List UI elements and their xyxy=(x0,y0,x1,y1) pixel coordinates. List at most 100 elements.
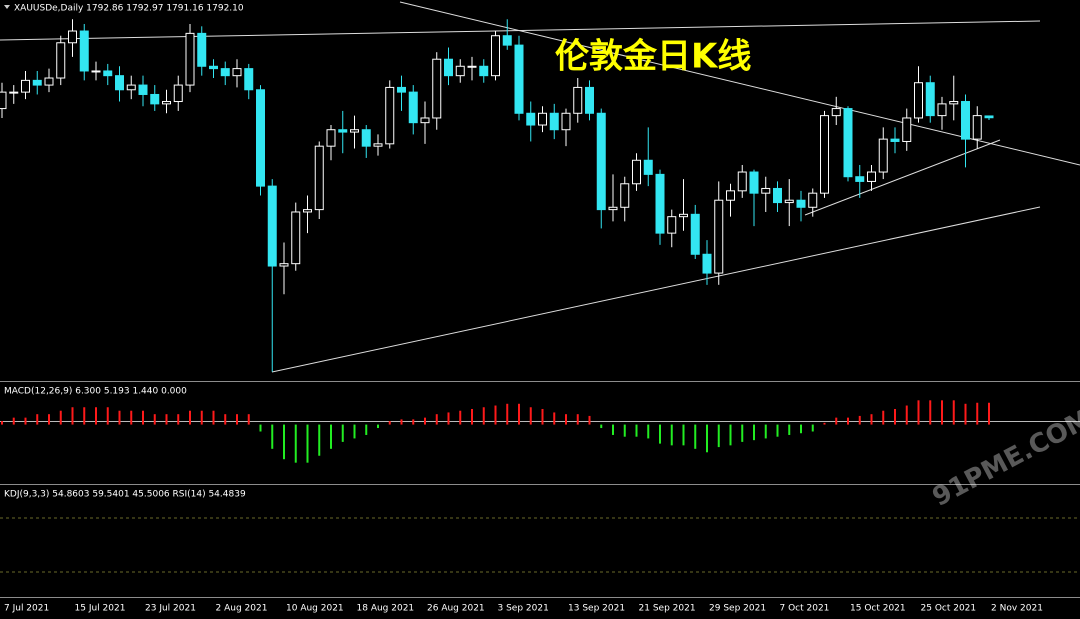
candle-body xyxy=(784,199,794,204)
candle-body xyxy=(32,79,42,86)
candle-body xyxy=(914,82,923,119)
candle-body xyxy=(561,112,571,131)
candle-body xyxy=(773,187,782,204)
candle-body xyxy=(972,115,982,140)
candle-body xyxy=(526,112,536,126)
candle-body xyxy=(702,253,712,274)
candle-body xyxy=(855,176,865,182)
x-tick-label: 15 Jul 2021 xyxy=(75,604,126,614)
candle-body xyxy=(9,91,19,94)
candle-body xyxy=(749,171,759,194)
x-tick-label: 25 Oct 2021 xyxy=(921,604,977,614)
candle-body xyxy=(361,129,371,147)
candle-body xyxy=(796,199,806,208)
candle-body xyxy=(961,101,970,140)
candle-body xyxy=(455,65,465,77)
x-tick-label: 18 Aug 2021 xyxy=(357,604,415,614)
candle-body xyxy=(150,93,160,105)
candle-body xyxy=(925,82,935,117)
candle-body xyxy=(737,171,747,192)
candle-body xyxy=(173,84,183,103)
x-tick-label: 3 Sep 2021 xyxy=(498,604,549,614)
candle-body xyxy=(0,91,7,110)
candle-body xyxy=(91,70,101,73)
x-tick-label: 23 Jul 2021 xyxy=(145,604,196,614)
pane-borders xyxy=(0,381,1080,598)
candle-body xyxy=(878,138,888,173)
kdj-header: KDJ(9,3,3) 54.8603 59.5401 45.5006 RSI(1… xyxy=(4,490,246,500)
candle-body xyxy=(420,117,430,124)
candle-body xyxy=(256,89,265,187)
symbol-header: XAUUSDe,Daily 1792.86 1792.97 1791.16 17… xyxy=(14,4,244,14)
candle-body xyxy=(984,115,994,119)
x-tick-label: 7 Jul 2021 xyxy=(4,604,49,614)
x-tick-label: 13 Sep 2021 xyxy=(568,604,625,614)
candle-body xyxy=(902,117,912,142)
x-tick-label: 2 Nov 2021 xyxy=(991,604,1043,614)
candle-body xyxy=(608,206,618,211)
candle-body xyxy=(949,101,959,105)
candle-body xyxy=(831,108,841,117)
candle-body xyxy=(432,58,442,119)
candle-body xyxy=(267,185,277,267)
x-tick-label: 26 Aug 2021 xyxy=(427,604,485,614)
candle-body xyxy=(820,115,829,194)
candle-body xyxy=(479,65,489,77)
x-tick-label: 21 Sep 2021 xyxy=(639,604,696,614)
candle-body xyxy=(209,65,218,70)
candle-body xyxy=(655,173,665,234)
candle-body xyxy=(79,30,89,72)
macd-header: MACD(12,26,9) 6.300 5.193 1.440 0.000 xyxy=(4,387,187,397)
kdj-levels xyxy=(0,517,1080,573)
candle-body xyxy=(138,84,148,95)
candle-body xyxy=(491,35,500,77)
candle-body xyxy=(126,84,136,91)
candle-body xyxy=(620,183,630,208)
candle-body xyxy=(338,129,348,133)
candle-body xyxy=(549,112,559,131)
candle-body xyxy=(56,42,66,79)
candle-body xyxy=(115,75,124,91)
chart-title: 伦敦金日K线 xyxy=(555,37,751,77)
candle-body xyxy=(44,77,54,86)
candle-body xyxy=(867,171,876,182)
candle-body xyxy=(937,103,947,117)
menu-triangle xyxy=(4,5,10,9)
x-tick-label: 10 Aug 2021 xyxy=(286,604,344,614)
candle-body xyxy=(21,79,30,93)
candle-body xyxy=(303,209,312,213)
candle-body xyxy=(843,108,853,178)
candle-body xyxy=(514,44,524,114)
candle-body xyxy=(538,112,547,126)
candle-body xyxy=(444,58,453,77)
candle-body xyxy=(244,68,254,91)
x-tick-label: 15 Oct 2021 xyxy=(850,604,906,614)
x-tick-label: 29 Sep 2021 xyxy=(709,604,766,614)
candle-body xyxy=(68,30,77,44)
candle-body xyxy=(220,68,230,77)
candle-body xyxy=(373,143,383,147)
candle-body xyxy=(667,216,677,234)
candle-body xyxy=(679,213,688,218)
candle-body xyxy=(596,112,606,211)
candle-body xyxy=(467,65,477,68)
candle-body xyxy=(808,192,818,208)
candle-body xyxy=(726,190,735,201)
x-tick-label: 2 Aug 2021 xyxy=(216,604,268,614)
candle-body xyxy=(350,129,359,133)
candle-body xyxy=(408,91,418,124)
candle-body xyxy=(326,129,336,147)
candle-body xyxy=(185,32,195,86)
candle-body xyxy=(632,159,641,185)
candle-body xyxy=(643,159,653,175)
candle-body xyxy=(573,86,583,114)
candle-body xyxy=(232,68,242,77)
candle-body xyxy=(279,263,289,267)
candle-body xyxy=(397,86,406,93)
candle-body xyxy=(103,70,113,77)
candle-body xyxy=(162,101,171,105)
x-tick-label: 7 Oct 2021 xyxy=(780,604,830,614)
candle-body xyxy=(502,35,512,46)
